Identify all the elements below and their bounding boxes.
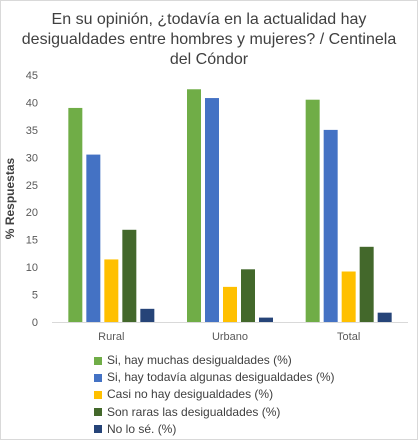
y-tick-label: 40 [26,97,38,109]
y-tick-label: 10 [26,262,38,274]
legend-label: Si, hay todavía algunas desigualdades (%… [107,370,335,385]
legend-label: Casi no hay desigualdades (%) [107,387,274,402]
chart-title: En su opinión, ¿todavía en la actualidad… [0,10,418,70]
legend-swatch [94,408,102,417]
bar [341,271,356,322]
y-tick-label: 5 [32,290,38,302]
bar [323,129,338,322]
chart-title-line-2: desigualdades entre hombres y mujeres? /… [21,31,397,48]
bar [187,89,201,322]
y-tick-label: 35 [26,125,38,137]
bar [104,259,119,322]
legend-item: Casi no hay desigualdades (%) [94,386,334,403]
bar [205,98,219,322]
bar [259,317,273,322]
bar [241,269,255,322]
chart-title-line-1: En su opinión, ¿todavía en la actualidad… [51,11,367,28]
bar [68,107,83,322]
bar [140,308,155,322]
legend-item: Son raras las desigualdades (%) [94,404,334,421]
y-tick-label: 25 [26,180,38,192]
y-tick-label: 0 [32,317,38,329]
y-tick-label: 20 [26,207,38,219]
legend-label: No lo sé. (%) [107,421,177,436]
bar [86,154,101,322]
legend-swatch [94,373,102,382]
legend-item: No lo sé. (%) [94,421,334,438]
y-tick-label: 45 [26,70,38,82]
legend-swatch [94,356,102,365]
bar [377,312,392,322]
bar [122,229,137,322]
bar [359,246,374,322]
y-tick-label: 15 [26,235,38,247]
legend-label: Si, hay muchas desigualdades (%) [107,353,292,367]
bar [305,99,320,322]
legend-swatch [94,425,102,434]
chart-legend: Si, hay muchas desigualdades (%) Si, hay … [94,352,334,438]
y-axis-title: % Respuestas [3,157,17,239]
y-tick-label: 30 [26,152,38,164]
legend-label: Son raras las desigualdades (%) [107,404,281,419]
chart-title-line-3: del Cóndor [169,51,249,68]
x-category-label: Total [337,331,360,343]
legend-item: Si, hay todavía algunas desigualdades (%… [94,369,334,386]
bar-chart-plot: 0 5 10 15 20 25 30 35 40 45 % Respuestas Rural Urban… [3,70,408,343]
legend-swatch [94,390,102,399]
bar [223,286,237,322]
x-category-label: Rural [98,331,124,343]
x-category-label: Urbano [212,331,248,343]
legend-item: Si, hay muchas desigualdades (%) [94,352,334,369]
